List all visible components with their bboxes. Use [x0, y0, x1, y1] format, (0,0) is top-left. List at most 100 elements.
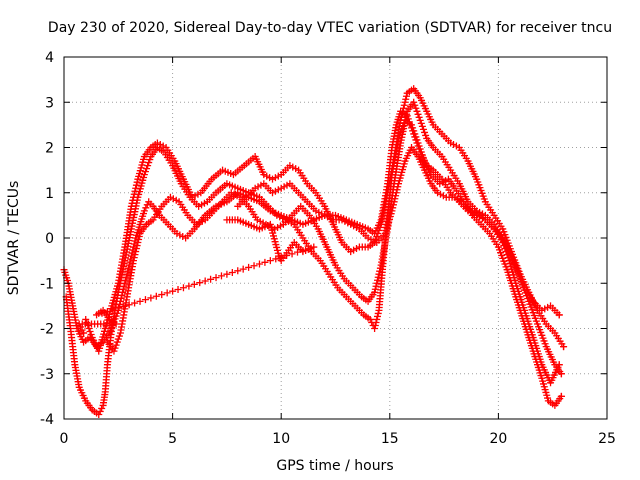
- data-point-marker: [132, 184, 140, 192]
- data-point-marker: [147, 294, 155, 302]
- data-point-marker: [371, 285, 379, 293]
- data-point-marker: [80, 329, 88, 337]
- data-point-marker: [132, 248, 140, 256]
- data-point-marker: [223, 270, 231, 278]
- data-point-marker: [196, 279, 204, 287]
- series-track-C: [82, 85, 568, 355]
- data-point-marker: [146, 156, 154, 164]
- data-point-marker: [557, 370, 565, 378]
- data-point-marker: [288, 250, 296, 258]
- y-tick-label: -4: [40, 412, 54, 428]
- data-point-marker: [376, 267, 384, 275]
- data-point-marker: [418, 122, 426, 130]
- series-track-B: [62, 116, 565, 418]
- data-point-marker: [133, 242, 141, 250]
- data-point-marker: [415, 142, 423, 150]
- data-point-marker: [145, 159, 153, 167]
- data-point-marker: [376, 264, 384, 272]
- data-point-marker: [125, 261, 133, 269]
- data-point-marker: [277, 253, 285, 261]
- x-tick-label: 20: [489, 431, 507, 447]
- data-point-marker: [111, 344, 119, 352]
- data-point-marker: [245, 263, 253, 271]
- data-point-marker: [389, 201, 397, 209]
- data-point-marker: [388, 207, 396, 215]
- axis-ticks: 0 5 10 15 20 25 -4 -3 -2 -1 0 1 2 3 4: [40, 50, 616, 447]
- data-point-marker: [417, 148, 425, 156]
- data-point-marker: [201, 277, 209, 285]
- data-point-marker: [141, 296, 149, 304]
- data-point-marker: [174, 285, 182, 293]
- y-tick-label: -1: [40, 276, 54, 292]
- data-point-marker: [371, 321, 379, 329]
- data-point-marker: [143, 201, 151, 209]
- data-point-marker: [394, 183, 402, 191]
- data-point-marker: [412, 133, 420, 141]
- data-point-marker: [78, 326, 86, 334]
- grid-lines: [64, 57, 607, 419]
- data-point-marker: [132, 181, 140, 189]
- data-point-marker: [75, 320, 83, 328]
- data-point-marker: [114, 304, 122, 312]
- y-tick-label: 1: [45, 186, 54, 202]
- data-point-marker: [412, 104, 420, 112]
- data-point-marker: [135, 236, 143, 244]
- data-point-marker: [169, 287, 177, 295]
- data-point-marker: [366, 315, 374, 323]
- data-point-marker: [152, 292, 160, 300]
- series-short-segments: [75, 216, 318, 337]
- data-point-marker: [415, 113, 423, 121]
- data-point-marker: [373, 312, 381, 320]
- data-point-marker: [375, 226, 383, 234]
- data-point-marker: [374, 309, 382, 317]
- data-point-marker: [109, 306, 117, 314]
- x-tick-label: 0: [60, 431, 69, 447]
- data-point-marker: [217, 272, 225, 280]
- data-point-marker: [124, 267, 132, 275]
- data-point-marker: [131, 251, 139, 259]
- data-point-marker: [373, 276, 381, 284]
- data-point-marker: [418, 151, 426, 159]
- data-point-marker: [402, 92, 410, 100]
- data-point-marker: [122, 273, 130, 281]
- plot-frame: [63, 56, 608, 420]
- data-point-marker: [142, 204, 150, 212]
- data-point-marker: [130, 257, 138, 265]
- data-point-marker: [141, 168, 149, 176]
- data-point-marker: [373, 232, 381, 240]
- y-tick-label: 2: [45, 141, 54, 157]
- data-point-marker: [255, 260, 263, 268]
- data-point-marker: [283, 252, 291, 260]
- data-point-marker: [266, 257, 274, 265]
- data-point-marker: [124, 264, 132, 272]
- data-point-marker: [127, 202, 135, 210]
- data-point-marker: [411, 101, 419, 109]
- data-point-marker: [373, 279, 381, 287]
- data-point-marker: [417, 119, 425, 127]
- data-point-marker: [371, 325, 379, 332]
- data-point-marker: [372, 318, 380, 326]
- data-point-marker: [126, 258, 134, 266]
- data-point-marker: [212, 274, 220, 282]
- data-point-marker: [115, 332, 123, 340]
- data-point-marker: [416, 116, 424, 124]
- data-point-marker: [228, 269, 236, 277]
- data-point-marker: [376, 223, 384, 231]
- data-point-marker: [400, 104, 408, 112]
- data-point-marker: [372, 282, 380, 290]
- data-point-marker: [77, 323, 85, 331]
- x-tick-label: 5: [168, 431, 177, 447]
- data-point-marker: [555, 311, 563, 319]
- data-point-marker: [409, 124, 417, 132]
- series-track-E: [234, 144, 563, 319]
- data-point-marker: [207, 275, 215, 283]
- data-point-marker: [410, 98, 418, 106]
- data-point-marker: [389, 204, 397, 212]
- data-point-marker: [272, 255, 280, 263]
- x-tick-label: 25: [598, 431, 616, 447]
- data-point-marker: [190, 280, 198, 288]
- data-point-marker: [390, 198, 398, 206]
- data-point-marker: [422, 131, 430, 139]
- data-point-marker: [130, 193, 138, 201]
